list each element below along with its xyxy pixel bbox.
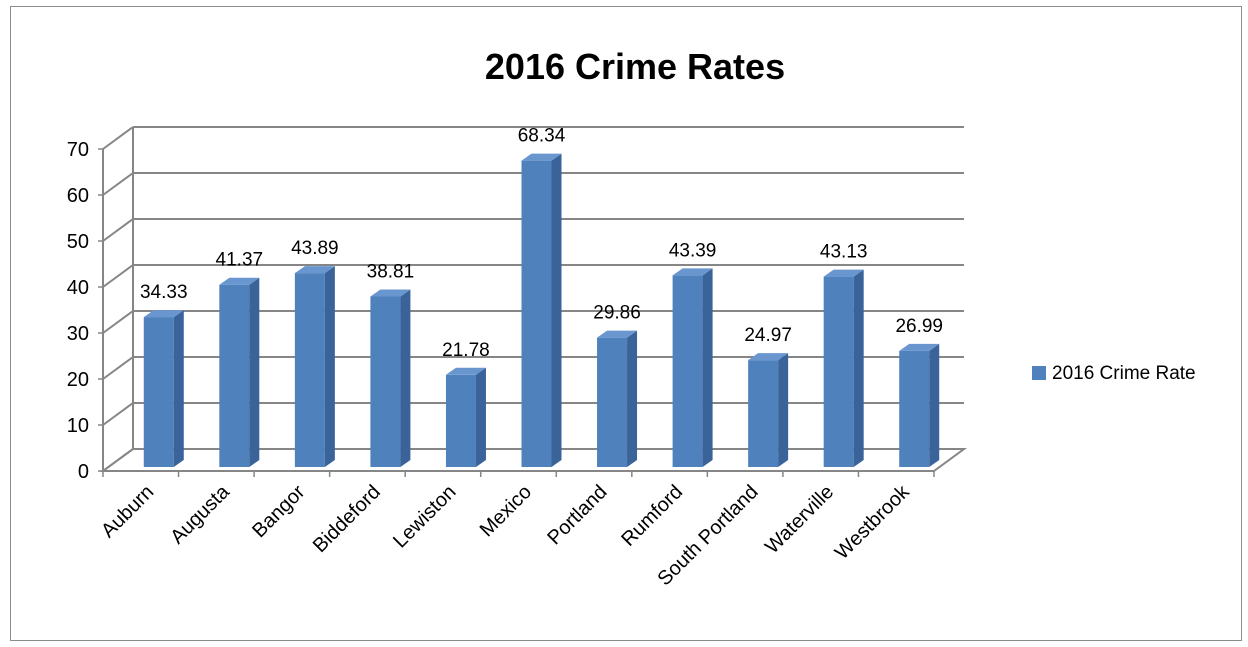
bar-side [702, 268, 713, 467]
plot-area: 0 10 20 30 40 50 60 70 34.33 Auburn 41.37 Augusta 43… [67, 126, 968, 590]
data-label: 41.37 [216, 250, 264, 271]
bar [672, 268, 713, 467]
data-label: 26.99 [895, 316, 943, 337]
data-label: 34.33 [140, 282, 188, 303]
y-tick-label: 70 [67, 139, 89, 161]
x-tick-label: Westbrook [831, 480, 915, 564]
bar-top [294, 266, 335, 274]
data-label: 21.78 [442, 340, 490, 361]
legend: 2016 Crime Rate [1032, 363, 1196, 384]
bar-top [143, 310, 184, 318]
gridline-wall [102, 172, 134, 196]
bar-side [627, 330, 638, 467]
bar-front [294, 273, 325, 467]
gridline-wall [102, 264, 134, 288]
legend-swatch [1032, 366, 1046, 380]
bar-top [672, 268, 713, 276]
chart-area: 2016 Crime Rates 0 10 20 30 40 50 60 70 34.33 Aub… [10, 6, 1242, 641]
bar [597, 330, 638, 467]
y-tick-label: 50 [67, 231, 89, 253]
bar [748, 353, 789, 467]
y-tick-label: 40 [67, 277, 89, 299]
gridline-wall [102, 218, 134, 242]
y-tick-label: 20 [67, 369, 89, 391]
bar [521, 153, 562, 468]
y-tick-label: 30 [67, 323, 89, 345]
data-label: 38.81 [367, 261, 415, 282]
x-tick-label: Rumford [617, 481, 687, 551]
bar-front [899, 350, 930, 467]
bar-side [324, 266, 335, 467]
data-label: 29.86 [593, 303, 641, 324]
bar [445, 367, 486, 467]
bar-top [597, 330, 638, 338]
x-tick-label: Portland [543, 481, 611, 549]
data-label: 43.13 [820, 242, 868, 263]
y-tick-label: 0 [78, 461, 89, 483]
data-label: 24.97 [744, 325, 792, 346]
gridline-wall [102, 126, 134, 150]
x-tick-label: Mexico [476, 481, 536, 541]
y-tick-label: 10 [67, 415, 89, 437]
bar-top [219, 277, 260, 285]
x-tick-label: Waterville [761, 481, 838, 558]
bar-top [899, 343, 940, 351]
bar-side [551, 153, 562, 468]
bar [219, 277, 260, 467]
bar [823, 269, 864, 467]
bar-side [249, 277, 260, 467]
data-label: 43.89 [291, 238, 339, 259]
bar-front [672, 275, 703, 467]
bar-side [400, 289, 411, 467]
chart-title: 2016 Crime Rates [485, 46, 785, 87]
bar-top [823, 269, 864, 277]
bar [370, 289, 411, 467]
bar [143, 310, 184, 467]
chart-canvas: 2016 Crime Rates 0 10 20 30 40 50 60 70 34.33 Aub… [67, 46, 1196, 590]
bar-front [597, 337, 628, 467]
x-tick-label: Bangor [248, 481, 309, 542]
bar-top [370, 289, 411, 297]
bar-front [445, 374, 476, 467]
bar-side [853, 269, 864, 467]
x-tick-label: Lewiston [389, 481, 460, 552]
data-label: 68.34 [518, 126, 566, 147]
legend-label: 2016 Crime Rate [1052, 363, 1196, 384]
bar-top [748, 353, 789, 361]
bar-top [445, 367, 486, 375]
bar-side [173, 310, 184, 467]
bar-front [823, 276, 854, 467]
y-tick-label: 60 [67, 185, 89, 207]
bar-top [521, 153, 562, 161]
bar [899, 343, 940, 467]
x-tick-label: Augusta [166, 480, 234, 548]
bar-front [370, 296, 401, 467]
bar-front [748, 360, 779, 467]
bar-front [219, 284, 250, 467]
x-tick-label: Biddeford [309, 481, 385, 557]
gridline-wall [102, 310, 134, 334]
bar-side [475, 367, 486, 467]
floor [99, 448, 968, 472]
bar [294, 266, 335, 467]
x-tick-label: Auburn [97, 481, 158, 542]
data-label: 43.39 [669, 240, 717, 261]
bar-side [929, 343, 940, 467]
bar-front [521, 160, 552, 468]
bar-front [143, 317, 174, 467]
gridline-wall [102, 356, 134, 380]
gridline-wall [102, 402, 134, 426]
bar-side [778, 353, 789, 467]
